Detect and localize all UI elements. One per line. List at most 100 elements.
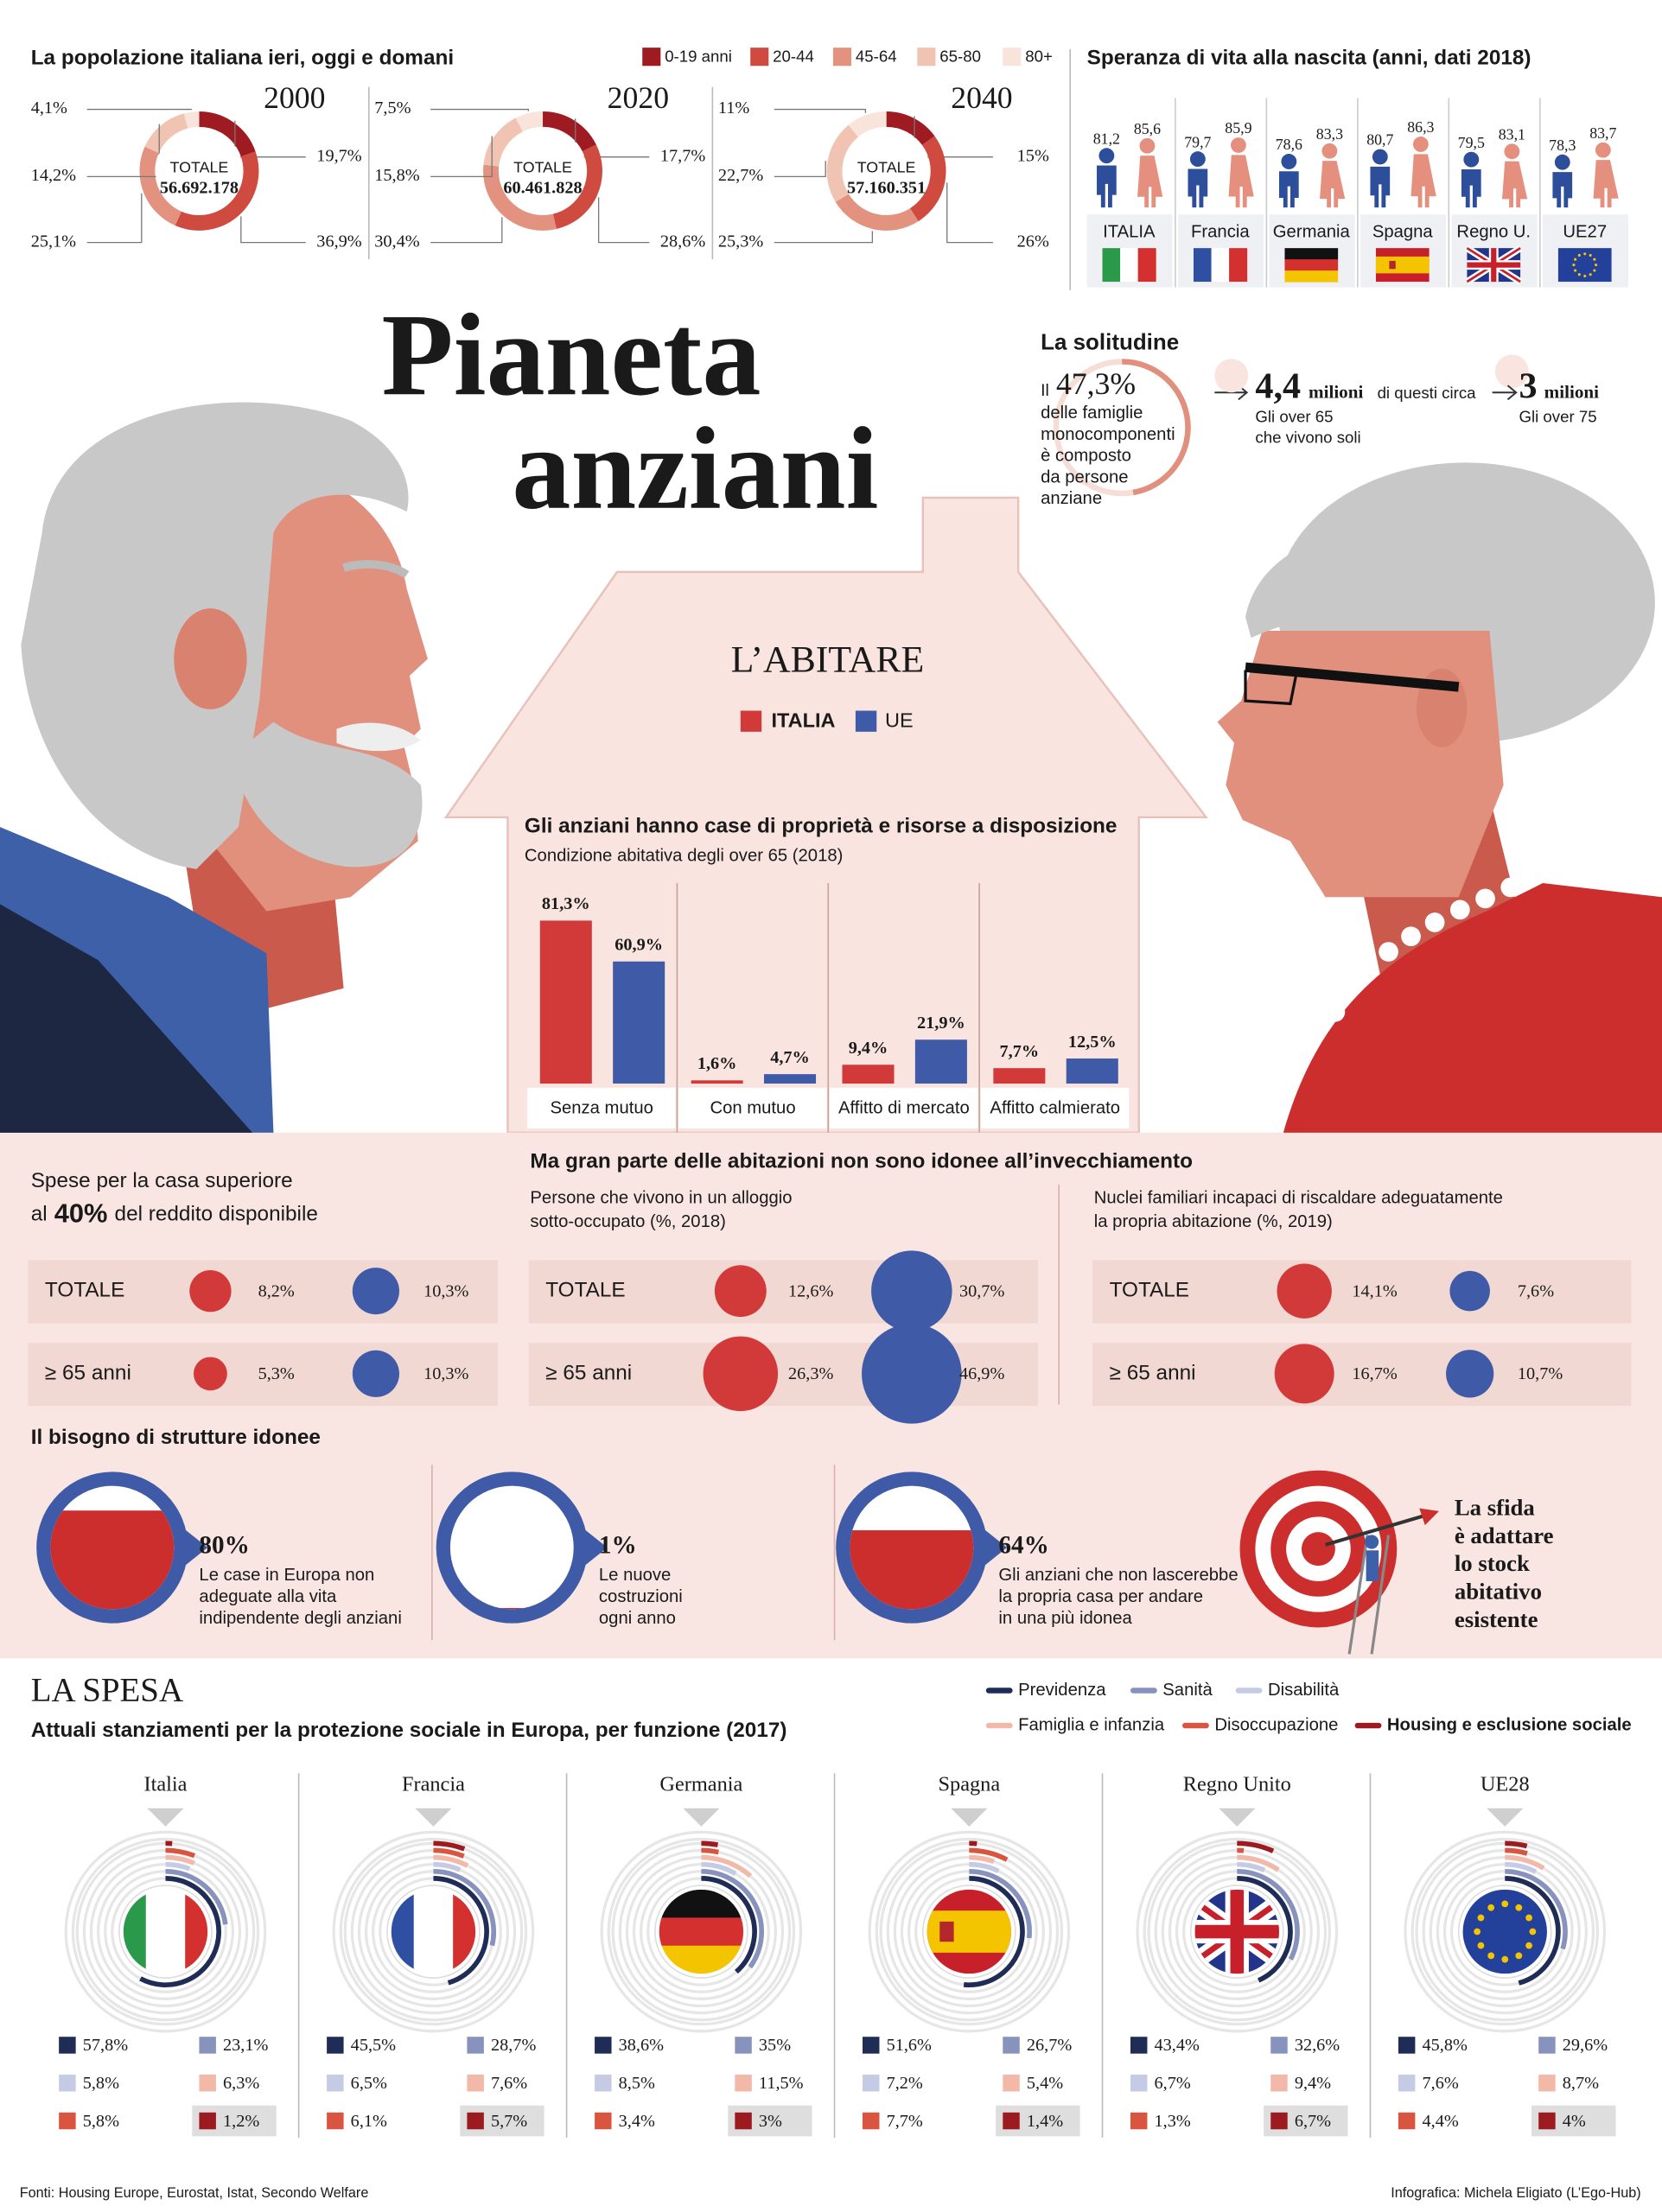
fill-level <box>50 1510 175 1610</box>
value-label: 46,9% <box>959 1364 1004 1383</box>
panel-subtitle: sotto-occupato (%, 2018) <box>530 1212 725 1231</box>
flag-stripe <box>1193 248 1213 283</box>
leader-line <box>430 108 529 111</box>
donut-segment <box>483 164 557 231</box>
value-label: 10,3% <box>423 1281 468 1300</box>
leader-line <box>597 197 650 244</box>
item-text: ogni anno <box>599 1609 676 1628</box>
bar <box>691 1080 743 1084</box>
man-icon <box>1370 166 1391 208</box>
big-number: 3 <box>1519 366 1537 407</box>
total-label: TOTALE <box>857 158 916 175</box>
item-value: 80% <box>199 1532 249 1560</box>
radial-arc <box>1505 1876 1561 1986</box>
value-label: 28,7% <box>491 2036 536 2055</box>
radial-arc <box>1505 1861 1538 1874</box>
woman-fringe <box>1245 525 1494 639</box>
woman-lens <box>1244 670 1298 706</box>
item-text: Le case in Europa non <box>199 1566 374 1585</box>
value-label: 45,8% <box>1423 2036 1468 2055</box>
category-box <box>678 1087 827 1128</box>
value-label: 30,4% <box>374 232 419 251</box>
ladder-rail <box>1347 1535 1369 1655</box>
flag-stripe <box>1211 248 1230 283</box>
legend-label: 45-64 <box>856 47 897 65</box>
legend-swatch <box>1130 2112 1148 2130</box>
flag-star <box>1525 1914 1532 1922</box>
value-label: 9,4% <box>849 1039 888 1058</box>
bubble <box>862 1324 962 1424</box>
panel-subtitle: la propria abitazione (%, 2019) <box>1094 1212 1333 1231</box>
radial-arc <box>1505 1854 1545 1871</box>
man-icon <box>1461 168 1481 208</box>
legend-swatch <box>1270 2075 1288 2092</box>
value-label: 38,6% <box>619 2036 664 2055</box>
pearl <box>1357 958 1378 979</box>
value-label: 79,5 <box>1458 134 1485 151</box>
flag-star <box>1501 1900 1509 1908</box>
legend-swatch <box>1130 2037 1148 2054</box>
guide-ring <box>1147 1841 1328 2022</box>
target-ring <box>1301 1532 1335 1567</box>
radial-arc <box>1237 1840 1275 1853</box>
country-name: Spagna <box>939 1772 1001 1796</box>
value-label: 26,3% <box>788 1364 833 1383</box>
man-vest <box>0 904 253 1133</box>
woman-head <box>1504 143 1520 160</box>
bubble <box>1446 1350 1494 1398</box>
value-label: 45,5% <box>351 2036 396 2055</box>
leader-line <box>946 182 993 244</box>
target-illustration <box>1239 1470 1439 1655</box>
man-head <box>1463 151 1480 168</box>
flag-star <box>1583 274 1587 278</box>
value-label: 78,6 <box>1276 136 1302 153</box>
legend-swatch <box>1398 2075 1416 2092</box>
value-label: 32,6% <box>1295 2036 1340 2055</box>
flag-star <box>1577 273 1581 276</box>
climber <box>1366 1550 1379 1581</box>
lead-text: del reddito disponibile <box>115 1203 318 1226</box>
legend-swatch <box>855 710 877 732</box>
flag-star <box>1525 1942 1532 1949</box>
donut-hole <box>843 127 930 215</box>
challenge-text: abitativo <box>1455 1579 1542 1605</box>
row-label: ≥ 65 anni <box>45 1361 131 1384</box>
man-ear <box>174 608 247 709</box>
country-name: Spagna <box>1372 223 1434 242</box>
value-label: 7,6% <box>491 2074 527 2093</box>
bar <box>842 1065 895 1084</box>
legend-swatch <box>327 2112 344 2130</box>
man-head <box>1554 154 1570 170</box>
lead-text: al <box>31 1203 48 1226</box>
footer-credit: Infografica: Michela Eligiato (L’Ego-Hub… <box>1391 2185 1640 2201</box>
year-label: 2040 <box>951 80 1012 115</box>
ladder-rail <box>1370 1535 1391 1655</box>
value-label: 23,1% <box>223 2036 268 2055</box>
radial-arc <box>165 1861 191 1872</box>
value-label: 43,4% <box>1155 2036 1200 2055</box>
pearl <box>1449 899 1470 920</box>
radial-arc <box>165 1868 228 1925</box>
total-value: 56.692.178 <box>160 179 239 198</box>
bar <box>613 961 665 1084</box>
item-text: costruzioni <box>599 1587 683 1606</box>
value-label: 83,3 <box>1316 125 1343 143</box>
flag <box>927 1889 1012 1974</box>
flag <box>391 1889 476 1974</box>
bubble <box>1449 1270 1490 1312</box>
country-name: ITALIA <box>1103 223 1156 242</box>
woman-icon <box>1228 155 1254 208</box>
woman-head <box>1139 137 1156 154</box>
fill-level <box>449 1607 574 1610</box>
flag-stripe <box>1284 259 1339 271</box>
value-label: 7,5% <box>374 99 411 118</box>
value-label: 6,5% <box>351 2074 387 2093</box>
main-title: anziani <box>512 404 878 534</box>
legend-label: Housing e esclusione sociale <box>1387 1715 1632 1734</box>
legend-swatch <box>1398 2112 1416 2130</box>
pointer <box>147 1808 184 1827</box>
man-head <box>1189 151 1206 168</box>
total-value: 57.160.351 <box>847 179 926 198</box>
donut-segment <box>552 144 602 230</box>
radial-arc <box>701 1868 764 1969</box>
